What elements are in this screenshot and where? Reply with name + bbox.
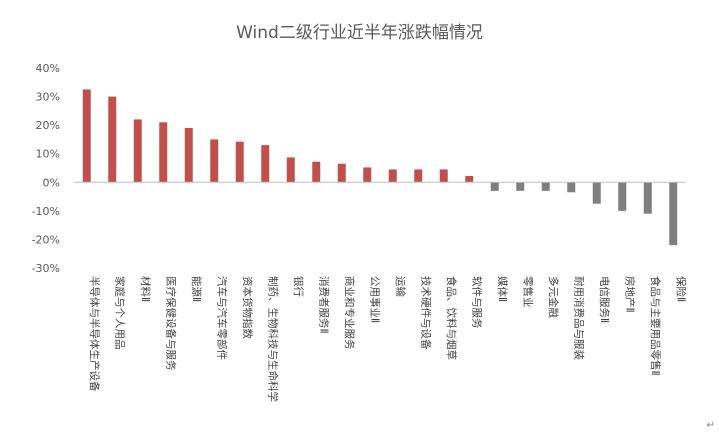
x-category-label: 软件与服务 — [470, 276, 483, 329]
bar — [388, 169, 397, 183]
chart-title: Wind二级行业近半年涨跌幅情况 — [236, 23, 483, 43]
bar — [133, 119, 142, 183]
bar — [159, 122, 168, 183]
x-category-label: 电信服务Ⅱ — [598, 276, 611, 323]
x-category-label: 材料Ⅱ — [139, 276, 152, 302]
y-tick-label: 10% — [36, 148, 60, 161]
bar — [184, 128, 193, 183]
x-category-label: 食品与主要用品零售Ⅱ — [649, 276, 662, 376]
x-category-label: 汽车与汽车零部件 — [215, 276, 228, 360]
y-tick-label: 40% — [36, 62, 60, 75]
x-category-label: 零售业 — [521, 276, 534, 308]
x-category-label: 食品、饮料与烟草 — [445, 276, 458, 360]
bar — [286, 157, 295, 183]
x-category-label: 银行 — [292, 276, 305, 297]
y-tick-label: -10% — [32, 205, 60, 218]
x-category-label: 多元金融 — [547, 276, 560, 318]
bar — [363, 167, 372, 183]
x-category-label: 技术硬件与设备 — [419, 276, 432, 350]
bar — [567, 182, 576, 193]
x-category-label: 制药、生物科技与生命科学 — [266, 276, 279, 402]
x-category-label: 能源Ⅱ — [190, 276, 203, 302]
x-category-label: 半导体与半导体生产设备 — [88, 276, 101, 392]
bar — [235, 141, 244, 183]
bar — [439, 169, 448, 183]
x-category-label: 医疗保健设备与服务 — [164, 276, 177, 371]
x-category-label: 消费者服务Ⅱ — [317, 276, 330, 334]
x-category-label: 媒体Ⅱ — [496, 276, 509, 302]
y-tick-label: -20% — [32, 233, 60, 246]
x-category-label: 房地产Ⅱ — [623, 276, 636, 313]
y-tick-label: -30% — [32, 262, 60, 275]
bar — [592, 182, 601, 204]
x-category-label: 公用事业Ⅱ — [368, 276, 381, 323]
x-category-label: 运输 — [394, 276, 407, 297]
bar — [669, 182, 678, 246]
y-tick-label: 0% — [43, 176, 60, 189]
bar — [643, 182, 652, 214]
bar — [618, 182, 627, 211]
x-category-label: 资本货物指数 — [241, 276, 254, 339]
bar — [108, 96, 117, 183]
y-tick-label: 20% — [36, 119, 60, 132]
y-tick-label: 30% — [36, 91, 60, 104]
bar — [541, 182, 550, 191]
bar — [516, 182, 525, 191]
bar — [210, 139, 219, 183]
bar — [261, 145, 270, 183]
x-category-label: 保险Ⅱ — [674, 276, 687, 302]
bar — [337, 163, 346, 183]
paragraph-mark: ↵ — [706, 420, 715, 431]
bar — [490, 182, 499, 191]
bar — [465, 176, 474, 183]
bar — [312, 161, 321, 183]
x-category-label: 家庭与个人用品 — [113, 276, 126, 350]
bar — [82, 89, 91, 183]
x-category-label: 耐用消费品与服装 — [572, 276, 585, 360]
bar — [414, 169, 423, 183]
x-category-label: 商业和专业服务 — [343, 276, 356, 350]
